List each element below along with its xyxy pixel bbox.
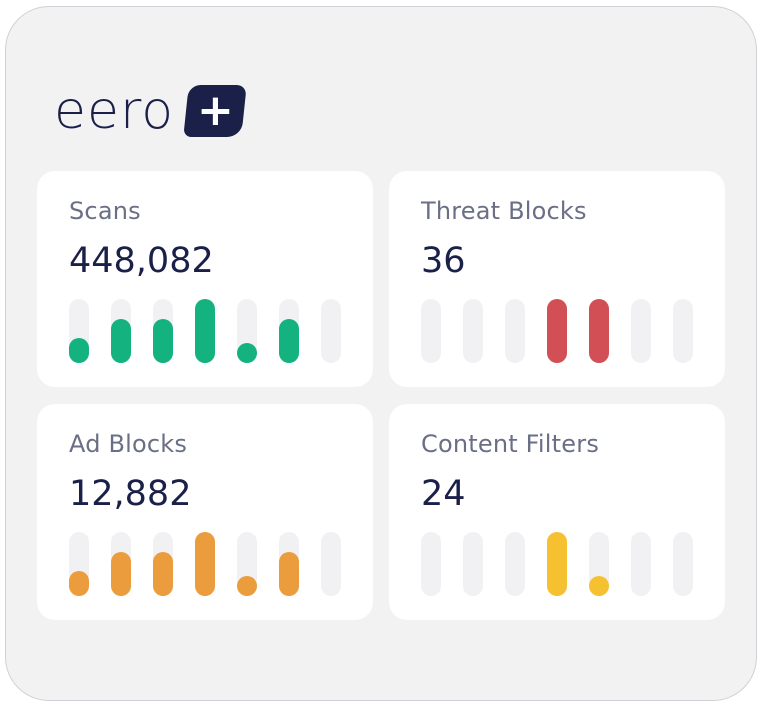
bar-track <box>195 532 215 596</box>
bar-fill <box>279 319 299 363</box>
bar-track <box>69 299 89 363</box>
card-label: Ad Blocks <box>69 430 188 458</box>
bar-track <box>237 532 257 596</box>
bar-track <box>505 299 525 363</box>
eero-plus-stats-panel: eero + Scans 448,082 Threat Blocks 36 Ad… <box>5 6 757 701</box>
bar-track <box>421 532 441 596</box>
bar-track <box>547 299 567 363</box>
card-value: 36 <box>421 241 466 281</box>
bar-track <box>237 299 257 363</box>
card-label: Threat Blocks <box>421 197 587 225</box>
bar-fill <box>589 576 609 596</box>
bar-track <box>195 299 215 363</box>
eero-plus-logo: eero + <box>54 81 247 141</box>
bar-track <box>505 532 525 596</box>
bar-track <box>111 299 131 363</box>
bar-fill <box>589 299 609 363</box>
bar-track <box>463 532 483 596</box>
bar-fill <box>195 299 215 363</box>
card-threat-blocks: Threat Blocks 36 <box>389 171 725 387</box>
card-ad-blocks: Ad Blocks 12,882 <box>37 404 373 620</box>
bar-track <box>279 532 299 596</box>
bar-chart <box>421 299 697 363</box>
bar-fill <box>69 571 89 596</box>
bar-track <box>153 299 173 363</box>
bar-track <box>421 299 441 363</box>
bar-fill <box>153 319 173 363</box>
bar-track <box>69 532 89 596</box>
card-value: 12,882 <box>69 474 192 514</box>
plus-badge-icon: + <box>183 85 247 137</box>
bar-chart <box>69 532 345 596</box>
bar-track <box>589 299 609 363</box>
bar-chart <box>69 299 345 363</box>
bar-track <box>153 532 173 596</box>
bar-chart <box>421 532 697 596</box>
bar-fill <box>111 319 131 363</box>
bar-fill <box>237 576 257 596</box>
bar-fill <box>279 552 299 596</box>
bar-track <box>589 532 609 596</box>
card-value: 448,082 <box>69 241 214 281</box>
bar-track <box>631 299 651 363</box>
bar-fill <box>111 552 131 596</box>
card-label: Content Filters <box>421 430 600 458</box>
bar-fill <box>69 338 89 363</box>
bar-track <box>673 299 693 363</box>
bar-track <box>631 532 651 596</box>
card-content-filters: Content Filters 24 <box>389 404 725 620</box>
bar-fill <box>195 532 215 596</box>
bar-fill <box>547 299 567 363</box>
bar-track <box>321 532 341 596</box>
bar-track <box>547 532 567 596</box>
card-label: Scans <box>69 197 141 225</box>
logo-wordmark: eero <box>54 81 175 141</box>
bar-track <box>279 299 299 363</box>
bar-fill <box>237 343 257 363</box>
card-scans: Scans 448,082 <box>37 171 373 387</box>
card-value: 24 <box>421 474 466 514</box>
bar-track <box>673 532 693 596</box>
bar-track <box>463 299 483 363</box>
bar-fill <box>547 532 567 596</box>
bar-track <box>321 299 341 363</box>
bar-track <box>111 532 131 596</box>
bar-fill <box>153 552 173 596</box>
